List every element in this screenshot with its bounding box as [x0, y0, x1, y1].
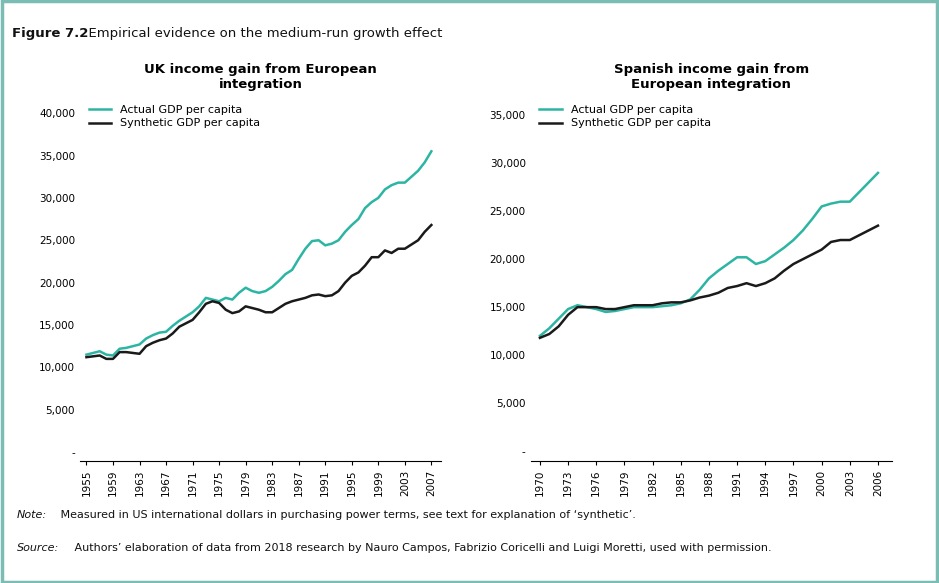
- Text: Figure 7.2: Figure 7.2: [12, 27, 88, 40]
- Legend: Actual GDP per capita, Synthetic GDP per capita: Actual GDP per capita, Synthetic GDP per…: [85, 102, 263, 132]
- Text: Source:: Source:: [17, 543, 59, 553]
- Text: Empirical evidence on the medium-run growth effect: Empirical evidence on the medium-run gro…: [80, 27, 442, 40]
- Title: Spanish income gain from
European integration: Spanish income gain from European integr…: [614, 63, 808, 91]
- Text: Authors’ elaboration of data from 2018 research by Nauro Campos, Fabrizio Corice: Authors’ elaboration of data from 2018 r…: [71, 543, 772, 553]
- Title: UK income gain from European
integration: UK income gain from European integration: [145, 63, 377, 91]
- Legend: Actual GDP per capita, Synthetic GDP per capita: Actual GDP per capita, Synthetic GDP per…: [536, 102, 714, 132]
- Text: Note:: Note:: [17, 510, 47, 520]
- Text: Measured in US international dollars in purchasing power terms, see text for exp: Measured in US international dollars in …: [57, 510, 636, 520]
